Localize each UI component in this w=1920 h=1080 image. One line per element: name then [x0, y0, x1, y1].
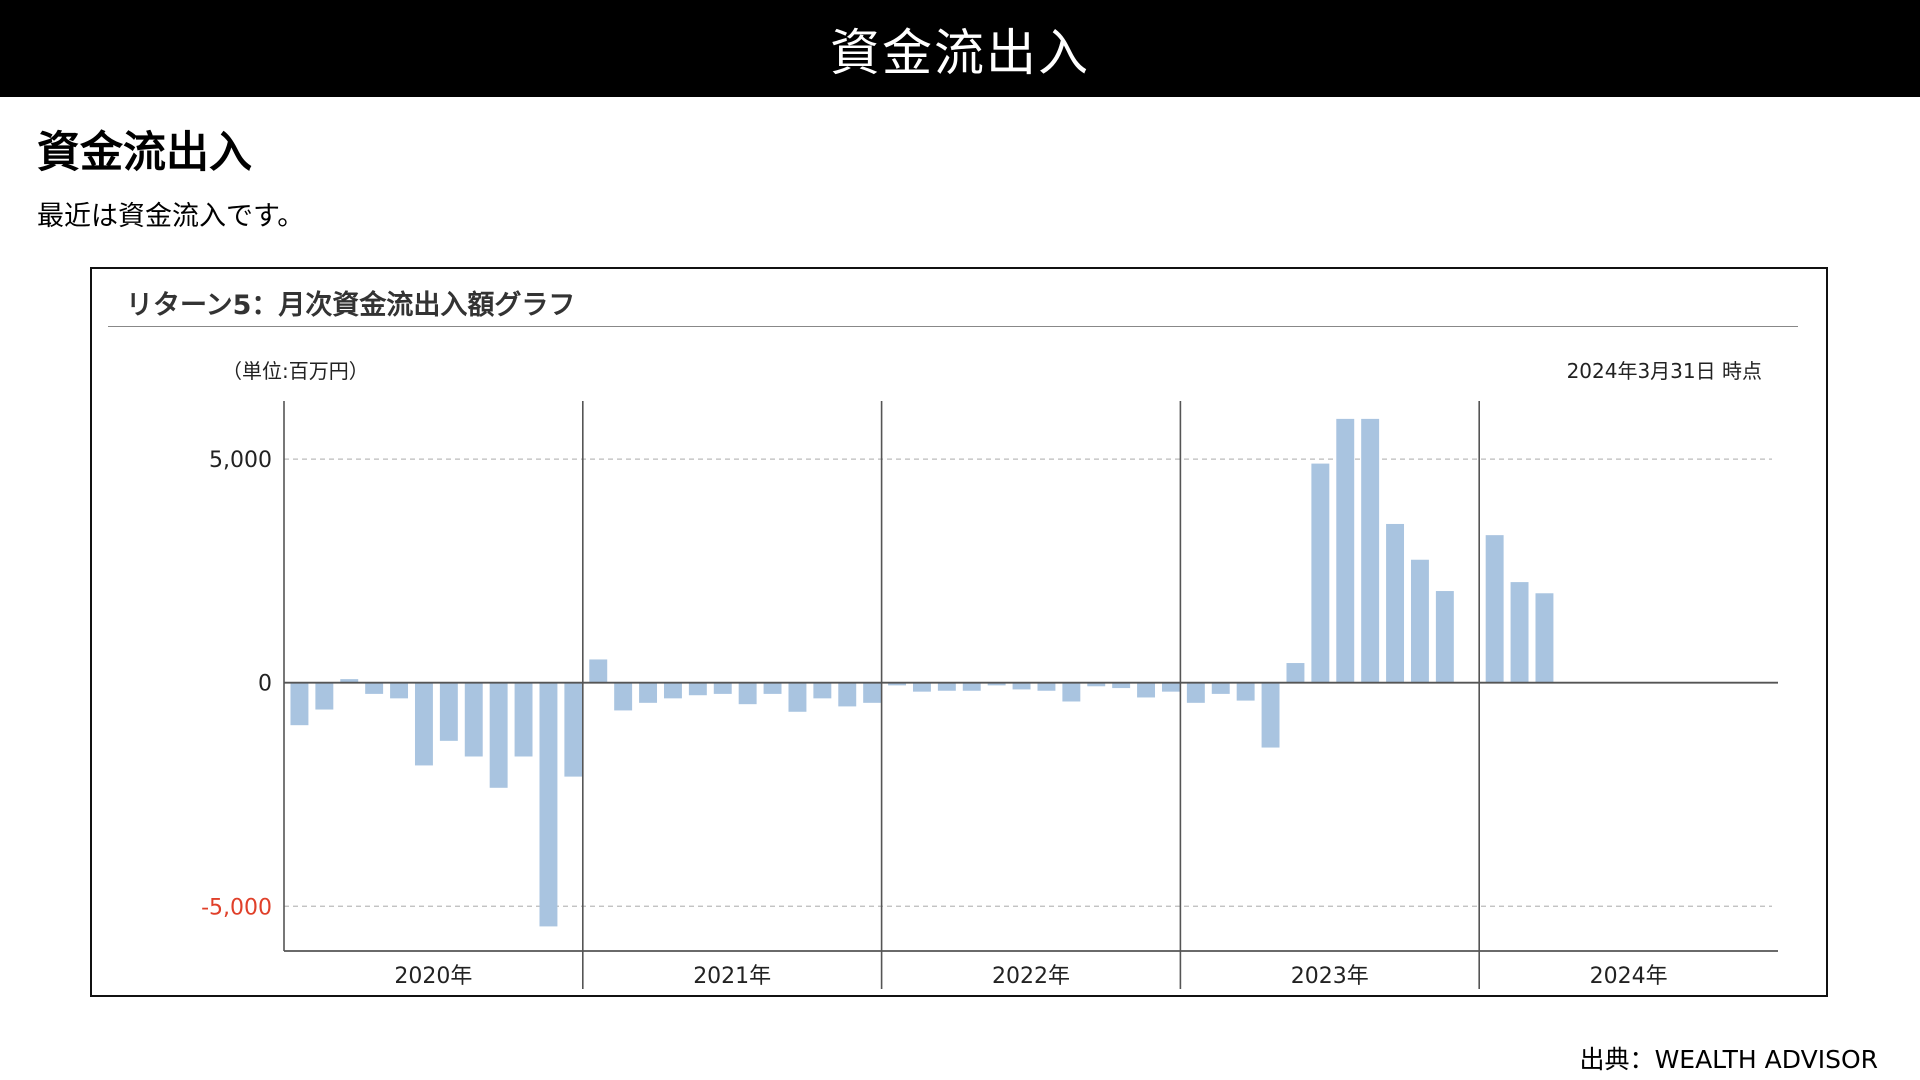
bar — [813, 682, 832, 699]
chart-title-divider — [108, 326, 1798, 327]
bar — [1037, 682, 1056, 691]
unit-label: （単位:百万円） — [222, 359, 369, 383]
bar — [1485, 535, 1504, 683]
bar — [962, 682, 981, 691]
bar — [639, 682, 658, 703]
bar — [614, 682, 633, 711]
bar — [763, 682, 782, 694]
bar — [414, 682, 433, 766]
bar — [1435, 591, 1454, 683]
bar — [315, 682, 334, 710]
x-year-label: 2021年 — [693, 964, 771, 989]
bar — [1236, 682, 1255, 701]
x-year-label: 2023年 — [1291, 964, 1369, 989]
bar — [1311, 463, 1330, 683]
bar — [1012, 682, 1031, 690]
bar — [1336, 418, 1355, 683]
bar — [1286, 663, 1305, 683]
bar — [1410, 559, 1429, 683]
page-subtitle: 最近は資金流入です。 — [37, 201, 305, 232]
bar — [1386, 523, 1405, 683]
bar — [340, 679, 359, 683]
as-of-date: 2024年3月31日 時点 — [1567, 359, 1762, 383]
y-tick-label: 5,000 — [209, 448, 272, 473]
bar — [838, 682, 857, 707]
bar — [1112, 682, 1131, 689]
bar — [464, 682, 483, 757]
bar — [1361, 418, 1380, 683]
bar — [713, 682, 732, 694]
bar — [365, 682, 384, 694]
y-tick-label: -5,000 — [201, 895, 272, 920]
bar — [863, 682, 882, 703]
bar — [1510, 582, 1529, 683]
bar — [663, 682, 682, 699]
bar — [564, 682, 583, 777]
source-label: 出典： — [1579, 1045, 1655, 1074]
bar — [1535, 593, 1554, 683]
bar — [514, 682, 533, 757]
bar — [390, 682, 409, 699]
source-name: WEALTH ADVISOR — [1654, 1045, 1878, 1074]
bar — [290, 682, 309, 726]
chart-panel: リターン5：月次資金流出入額グラフ （単位:百万円） 2024年3月31日 時点 5… — [90, 267, 1828, 997]
bar — [1211, 682, 1230, 694]
y-tick-label: 0 — [258, 672, 272, 697]
bar — [987, 682, 1006, 686]
bar — [937, 682, 956, 691]
bar — [688, 682, 707, 696]
bar — [1186, 682, 1205, 703]
x-year-label: 2020年 — [394, 964, 472, 989]
banner: 資金流出入 — [0, 0, 1920, 97]
bar — [1161, 682, 1180, 692]
x-year-label: 2024年 — [1590, 964, 1668, 989]
bar — [1137, 682, 1156, 698]
bar — [439, 682, 458, 741]
source-credit: 出典：WEALTH ADVISOR — [1580, 1040, 1878, 1076]
bar — [738, 682, 757, 705]
bar — [1261, 682, 1280, 748]
flow-bar-chart: （単位:百万円） 2024年3月31日 時点 5,000 0 -5,000 2020年 20… — [201, 359, 1778, 989]
bar — [888, 682, 907, 686]
x-year-label: 2022年 — [992, 964, 1070, 989]
banner-title: 資金流出入 — [830, 23, 1090, 82]
bar — [539, 682, 558, 927]
bar — [489, 682, 508, 788]
page-heading: 資金流出入 — [37, 128, 252, 178]
bar — [912, 682, 931, 692]
chart-title: リターン5：月次資金流出入額グラフ — [126, 290, 576, 321]
bar — [788, 682, 807, 712]
bar — [589, 659, 608, 683]
bar — [1062, 682, 1081, 702]
bar — [1087, 682, 1106, 687]
